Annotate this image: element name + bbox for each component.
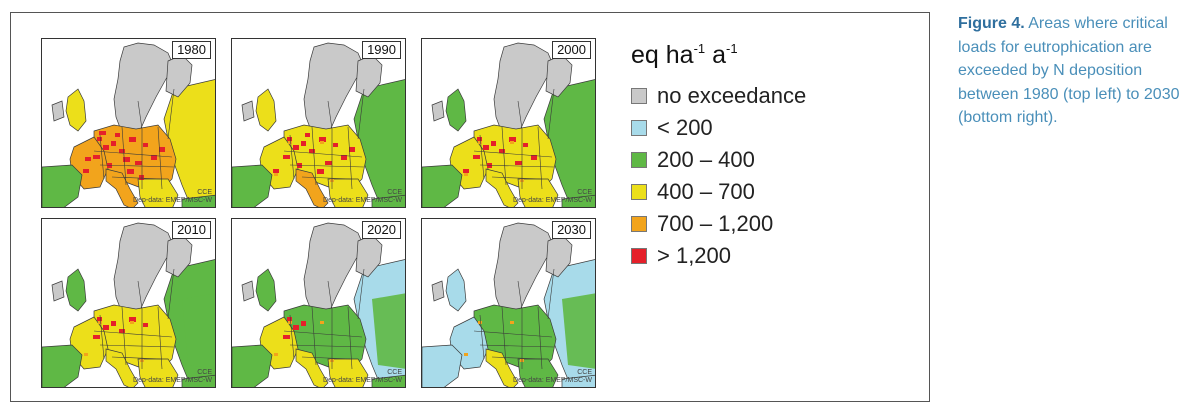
legend-item: 200 – 400 [631, 144, 891, 176]
credit-cce: CCE [577, 369, 592, 376]
legend-label: no exceedance [657, 83, 807, 108]
europe-map [232, 39, 405, 207]
map-panel-1980: 1980 CCE Dep-data: EMEP/MSC-W [41, 38, 216, 208]
legend-label: > 1,200 [657, 243, 732, 268]
legend-swatch [631, 88, 647, 104]
legend-label: 400 – 700 [657, 179, 755, 204]
credit-cce: CCE [197, 189, 212, 196]
legend-swatch [631, 120, 647, 136]
credit-dep-data: Dep-data: EMEP/MSC-W [133, 377, 212, 384]
legend-label: 700 – 1,200 [657, 211, 774, 236]
credit-dep-data: Dep-data: EMEP/MSC-W [513, 197, 592, 204]
map-panel-2000: 2000 CCE Dep-data: EMEP/MSC-W [421, 38, 596, 208]
credit-cce: CCE [577, 189, 592, 196]
map-credit: CCE Dep-data: EMEP/MSC-W [513, 369, 592, 385]
legend-item: 700 – 1,200 [631, 208, 891, 240]
credit-cce: CCE [387, 369, 402, 376]
legend-unit-a: a [705, 41, 726, 69]
legend-swatch [631, 216, 647, 232]
year-label: 2010 [172, 221, 211, 239]
europe-map [422, 39, 595, 207]
legend-label: 200 – 400 [657, 147, 755, 172]
figure-frame: 1980 CCE Dep-data: EMEP/MSC-W 1990 CCE Dep-da… [10, 12, 930, 402]
credit-cce: CCE [387, 189, 402, 196]
legend-item: 400 – 700 [631, 176, 891, 208]
legend-unit-main: eq ha [631, 41, 694, 69]
map-panel-2010: 2010 CCE Dep-data: EMEP/MSC-W [41, 218, 216, 388]
map-credit: CCE Dep-data: EMEP/MSC-W [133, 189, 212, 205]
map-panel-2030: 2030 CCE Dep-data: EMEP/MSC-W [421, 218, 596, 388]
credit-dep-data: Dep-data: EMEP/MSC-W [323, 377, 402, 384]
credit-dep-data: Dep-data: EMEP/MSC-W [133, 197, 212, 204]
map-credit: CCE Dep-data: EMEP/MSC-W [323, 189, 402, 205]
year-label: 1990 [362, 41, 401, 59]
map-credit: CCE Dep-data: EMEP/MSC-W [513, 189, 592, 205]
figure-caption: Figure 4. Areas where critical loads for… [958, 12, 1188, 130]
year-label: 2000 [552, 41, 591, 59]
legend-swatch [631, 184, 647, 200]
year-label: 2020 [362, 221, 401, 239]
legend-unit-exp1: -1 [693, 41, 706, 56]
legend-label: < 200 [657, 115, 713, 140]
europe-map [422, 219, 595, 387]
legend-item: < 200 [631, 112, 891, 144]
legend-item: no exceedance [631, 80, 891, 112]
map-credit: CCE Dep-data: EMEP/MSC-W [323, 369, 402, 385]
europe-map [42, 39, 215, 207]
legend-swatch [631, 152, 647, 168]
year-label: 1980 [172, 41, 211, 59]
credit-dep-data: Dep-data: EMEP/MSC-W [513, 377, 592, 384]
legend-items: no exceedance < 200 200 – 400 400 – 700 700 … [631, 80, 891, 272]
legend-swatch [631, 248, 647, 264]
legend: eq ha-1 a-1 no exceedance < 200 200 – 400 4… [631, 41, 891, 272]
credit-dep-data: Dep-data: EMEP/MSC-W [323, 197, 402, 204]
map-credit: CCE Dep-data: EMEP/MSC-W [133, 369, 212, 385]
credit-cce: CCE [197, 369, 212, 376]
map-panel-2020: 2020 CCE Dep-data: EMEP/MSC-W [231, 218, 406, 388]
caption-lead: Figure 4. [958, 15, 1025, 32]
legend-item: > 1,200 [631, 240, 891, 272]
caption-text: Areas where critical loads for eutrophic… [958, 15, 1180, 127]
legend-unit-exp2: -1 [725, 41, 738, 56]
europe-map [232, 219, 405, 387]
map-panel-1990: 1990 CCE Dep-data: EMEP/MSC-W [231, 38, 406, 208]
legend-unit: eq ha-1 a-1 [631, 41, 891, 70]
year-label: 2030 [552, 221, 591, 239]
europe-map [42, 219, 215, 387]
